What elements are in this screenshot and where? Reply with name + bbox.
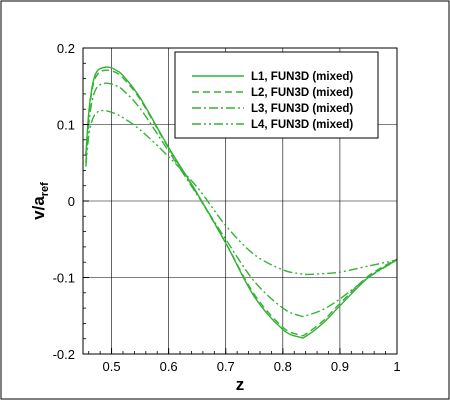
series-line	[85, 66, 398, 339]
y-tick-label: 0.1	[57, 118, 75, 133]
series-line	[85, 82, 398, 318]
series-lines	[85, 66, 398, 339]
legend: L1, FUN3D (mixed) L2, FUN3D (mixed) L3, FU…	[174, 51, 379, 139]
y-axis-label-subscript: ref	[39, 182, 51, 196]
series-line	[85, 109, 398, 276]
axis-ticks: 0.5 0.6 0.7 0.8 0.9 1 -0.2 -0.1 0 0.1 0.2	[53, 41, 401, 374]
legend-entry-label: L4, FUN3D (mixed)	[251, 119, 353, 131]
legend-box	[174, 51, 379, 139]
y-tick-label: 0.2	[57, 41, 75, 56]
x-tick-label: 0.5	[103, 359, 121, 374]
x-tick-label: 1	[393, 359, 400, 374]
y-axis-label-main: v/a	[29, 196, 48, 220]
legend-entry-label: L3, FUN3D (mixed)	[251, 103, 353, 115]
series-line	[85, 69, 398, 337]
y-axis-label: v/aref	[29, 182, 51, 220]
y-tick-label: 0	[68, 194, 75, 209]
y-tick-label: -0.2	[53, 347, 75, 362]
x-axis-label: z	[236, 375, 245, 394]
legend-entry-label: L2, FUN3D (mixed)	[251, 87, 353, 99]
y-tick-label: -0.1	[53, 271, 75, 286]
legend-entry-label: L1, FUN3D (mixed)	[251, 71, 353, 83]
x-tick-label: 0.7	[217, 359, 235, 374]
x-tick-label: 0.8	[274, 359, 292, 374]
x-tick-label: 0.9	[331, 359, 349, 374]
x-tick-label: 0.6	[160, 359, 178, 374]
